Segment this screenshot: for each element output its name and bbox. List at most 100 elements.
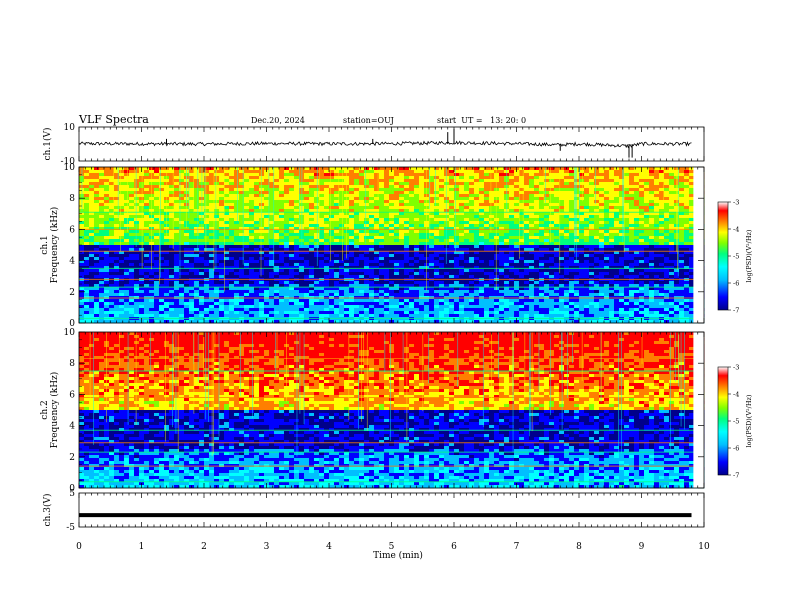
spectrogram-cell <box>354 269 360 273</box>
spectrogram-cell <box>144 170 150 174</box>
spectrogram-cell <box>419 230 425 234</box>
spectrogram-cell <box>629 233 635 237</box>
spectrogram-cell <box>644 269 650 273</box>
spectrogram-cell <box>549 227 555 231</box>
spectrogram-cell <box>669 275 675 279</box>
spectrogram-cell <box>524 269 530 273</box>
spectrogram-cell <box>189 179 195 183</box>
spectrogram-cell <box>669 194 675 198</box>
spectrogram-cell <box>209 191 215 195</box>
spectrogram-cell <box>669 230 675 234</box>
spectrogram-cell <box>529 170 535 174</box>
spectrogram-cell <box>409 200 415 204</box>
spectrogram-cell <box>179 173 185 177</box>
spectrogram-cell <box>279 257 285 261</box>
spectrogram-cell <box>84 275 90 279</box>
spectrogram-cell <box>189 260 195 264</box>
spectrogram-cell <box>584 194 590 198</box>
spectrogram-cell <box>549 173 555 177</box>
spectrogram-cell <box>444 167 450 171</box>
spectrogram-cell <box>689 254 695 258</box>
spectrogram-cell <box>234 272 240 276</box>
spectrogram-cell <box>129 266 135 270</box>
spectrogram-cell <box>609 254 615 258</box>
spectrogram-cell <box>679 176 685 180</box>
spectrogram-cell <box>624 197 630 201</box>
spectrogram-cell <box>404 227 410 231</box>
spectrogram-cell <box>389 209 395 213</box>
spectrogram-cell <box>109 200 115 204</box>
spectrogram-cell <box>519 269 525 273</box>
spectrogram-cell <box>204 272 210 276</box>
spectrogram-cell <box>189 245 195 249</box>
spectrogram-cell <box>574 254 580 258</box>
spectrogram-cell <box>639 191 645 195</box>
spectrogram-cell <box>269 242 275 246</box>
spectrogram-cell <box>634 167 640 171</box>
spectrogram-cell <box>614 170 620 174</box>
spectrogram-cell <box>434 266 440 270</box>
spectrogram-cell <box>204 167 210 171</box>
spectrogram-cell <box>419 233 425 237</box>
spectrogram-cell <box>119 179 125 183</box>
spectrogram-cell <box>94 227 100 231</box>
spectrogram-cell <box>214 215 220 219</box>
spectrogram-cell <box>119 227 125 231</box>
spectrogram-cell <box>429 179 435 183</box>
spectrogram-cell <box>419 221 425 225</box>
spectrogram-cell <box>469 275 475 279</box>
spectrogram-cell <box>234 233 240 237</box>
spectrogram-cell <box>644 185 650 189</box>
spectrogram-cell <box>589 269 595 273</box>
spectrogram-cell <box>144 251 150 255</box>
spectrogram-cell <box>249 275 255 279</box>
spectrogram-cell <box>169 251 175 255</box>
spectrogram-cell <box>474 197 480 201</box>
spectrogram-cell <box>259 239 265 243</box>
spectrogram-cell <box>184 209 190 213</box>
spectrogram-cell <box>374 188 380 192</box>
spectrogram-cell <box>194 167 200 171</box>
spectrogram-cell <box>254 227 260 231</box>
spectrogram-cell <box>574 191 580 195</box>
spectrogram-cell <box>294 266 300 270</box>
spectrogram-cell <box>259 263 265 267</box>
spectrogram-cell <box>284 248 290 252</box>
spectrogram-cell <box>509 167 515 171</box>
spectrogram-cell <box>499 173 505 177</box>
spectrogram-cell <box>664 218 670 222</box>
spectrogram-cell <box>419 194 425 198</box>
spectrogram-cell <box>389 224 395 228</box>
spectrogram-cell <box>134 215 140 219</box>
spectrogram-cell <box>199 236 205 240</box>
spectrogram-cell <box>139 173 145 177</box>
spectrogram-cell <box>349 203 355 207</box>
spectrogram-cell <box>294 215 300 219</box>
spectrogram-cell <box>479 269 485 273</box>
spectrogram-cell <box>534 230 540 234</box>
spectrogram-cell <box>239 230 245 234</box>
spectrogram-cell <box>544 236 550 240</box>
spectrogram-cell <box>419 179 425 183</box>
spectrogram-cell <box>119 185 125 189</box>
spectrogram-cell <box>464 269 470 273</box>
spectrogram-cell <box>539 188 545 192</box>
spectrogram-cell <box>509 257 515 261</box>
spectrogram-cell <box>274 206 280 210</box>
spectrogram-cell <box>619 203 625 207</box>
spectrogram-cell <box>109 197 115 201</box>
spectrogram-cell <box>89 206 95 210</box>
spectrogram-cell <box>234 167 240 171</box>
spectrogram-cell <box>534 170 540 174</box>
spectrogram-cell <box>129 230 135 234</box>
spectrogram-cell <box>604 239 610 243</box>
spectrogram-cell <box>79 260 85 264</box>
spectrogram-cell <box>264 269 270 273</box>
spectrogram-cell <box>414 170 420 174</box>
spectrogram-cell <box>289 233 295 237</box>
spectrogram-cell <box>154 176 160 180</box>
spectrogram-cell <box>589 215 595 219</box>
spectrogram-cell <box>369 269 375 273</box>
spectrogram-cell <box>509 185 515 189</box>
spectrogram-cell <box>499 218 505 222</box>
